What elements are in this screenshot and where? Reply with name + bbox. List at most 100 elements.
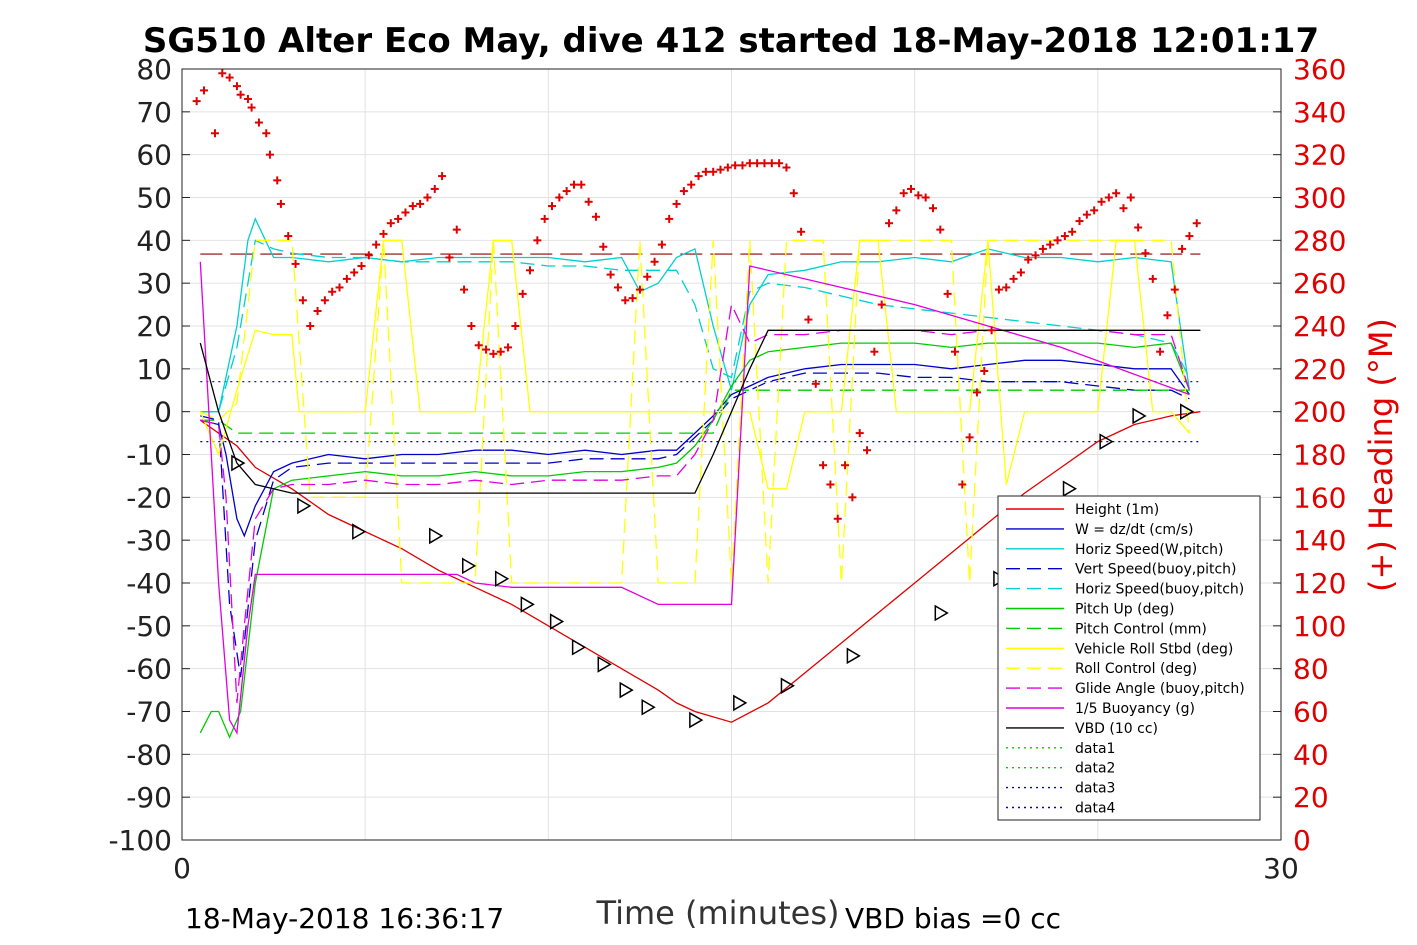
triangle-marker: [1132, 407, 1147, 425]
triangle-marker: [549, 613, 565, 630]
left-tick-label: 30: [136, 267, 172, 300]
heading-point: [394, 214, 403, 223]
heading-point: [643, 272, 652, 281]
x-tick-label: 30: [1263, 852, 1299, 885]
triangle-marker: [461, 557, 477, 575]
heading-point: [1090, 206, 1099, 215]
left-tick-label: -70: [126, 696, 172, 729]
series-line-pitch-up-deg: [199, 342, 1191, 739]
legend-label: data1: [1075, 741, 1115, 757]
heading-point: [408, 202, 417, 211]
triangle-marker: [846, 647, 861, 665]
heading-point: [819, 461, 828, 470]
right-tick-label: 360: [1293, 53, 1346, 86]
heading-point: [1068, 227, 1077, 236]
heading-point: [738, 161, 747, 170]
right-tick-label: 200: [1293, 396, 1346, 429]
heading-point: [657, 240, 666, 249]
legend-label: data2: [1075, 761, 1115, 777]
heading-point: [357, 262, 366, 271]
heading-point: [760, 159, 769, 168]
right-tick-label: 40: [1293, 738, 1329, 771]
legend-label: W = dz/dt (cm/s): [1075, 522, 1194, 538]
right-y-axis-label: (+) Heading (°M): [1362, 318, 1400, 592]
heading-point: [987, 326, 996, 335]
heading-point: [892, 206, 901, 215]
heading-point: [350, 268, 359, 277]
heading-point: [562, 187, 571, 196]
heading-point: [265, 150, 274, 159]
heading-point: [445, 253, 454, 262]
heading-point: [936, 225, 945, 234]
legend-label: VBD (10 cc): [1075, 721, 1158, 737]
triangle-marker: [1062, 480, 1078, 498]
triangle-marker: [1099, 433, 1114, 450]
heading-point: [276, 199, 285, 208]
heading-point: [672, 199, 681, 208]
heading-point: [1075, 217, 1084, 226]
legend-label: Horiz Speed(buoy,pitch): [1075, 582, 1244, 598]
heading-point: [273, 176, 282, 185]
right-tick-label: 80: [1293, 653, 1329, 686]
series-line-vehicle-roll-stbd-deg: [199, 239, 1190, 490]
heading-point: [1097, 197, 1106, 206]
left-tick-label: 60: [136, 139, 172, 172]
heading-point: [679, 187, 688, 196]
heading-point: [430, 184, 439, 193]
heading-point: [496, 347, 505, 356]
heading-point: [855, 429, 864, 438]
triangle-marker: [297, 497, 312, 515]
heading-point: [1112, 189, 1121, 198]
heading-point: [972, 388, 981, 397]
left-tick-label: -80: [126, 738, 172, 771]
reference-lines: [200, 253, 1201, 443]
heading-point: [386, 219, 395, 228]
heading-point: [943, 289, 952, 298]
legend-label: Glide Angle (buoy,pitch): [1075, 681, 1245, 697]
triangle-marker: [689, 711, 704, 729]
heading-point: [965, 433, 974, 442]
right-tick-label: 0: [1293, 824, 1311, 857]
triangle-marker: [352, 523, 367, 540]
right-tick-label: 20: [1293, 781, 1329, 814]
heading-point: [540, 214, 549, 223]
heading-point: [1024, 255, 1033, 264]
heading-point: [1031, 251, 1040, 260]
chart-title: SG510 Alter Eco May, dive 412 started 18…: [143, 21, 1319, 61]
heading-point: [328, 287, 337, 296]
triangle-marker: [1180, 403, 1195, 420]
heading-point: [306, 322, 315, 330]
right-tick-label: 300: [1293, 182, 1346, 215]
legend-box: [997, 495, 1261, 821]
triangle-marker: [934, 604, 949, 622]
heading-point: [621, 296, 630, 305]
heading-point: [489, 349, 498, 358]
heading-point: [980, 366, 989, 375]
left-tick-label: -60: [126, 653, 172, 686]
heading-point: [291, 259, 300, 268]
heading-point: [232, 82, 241, 91]
heading-point: [870, 347, 879, 356]
heading-point: [709, 167, 718, 176]
heading-point: [1009, 274, 1018, 283]
footer-timestamp: 18-May-2018 16:36:17: [185, 902, 504, 935]
heading-point: [907, 184, 916, 193]
left-tick-label: -20: [126, 481, 172, 514]
heading-point: [716, 165, 725, 174]
x-axis-label: Time (minutes): [596, 894, 840, 932]
heading-point: [1119, 204, 1128, 213]
heading-point: [753, 159, 762, 168]
heading-point: [225, 73, 234, 82]
heading-point: [460, 285, 469, 294]
heading-point: [452, 225, 461, 234]
left-tick-label: -10: [126, 439, 172, 472]
heading-point: [416, 199, 425, 208]
left-tick-label: 10: [136, 353, 172, 386]
heading-point: [789, 189, 798, 198]
left-tick-label: 50: [136, 182, 172, 215]
heading-point: [1134, 223, 1143, 232]
heading-point: [1192, 219, 1201, 228]
right-tick-label: 340: [1293, 96, 1346, 129]
heading-point: [313, 307, 322, 316]
left-tick-label: -50: [126, 610, 172, 643]
